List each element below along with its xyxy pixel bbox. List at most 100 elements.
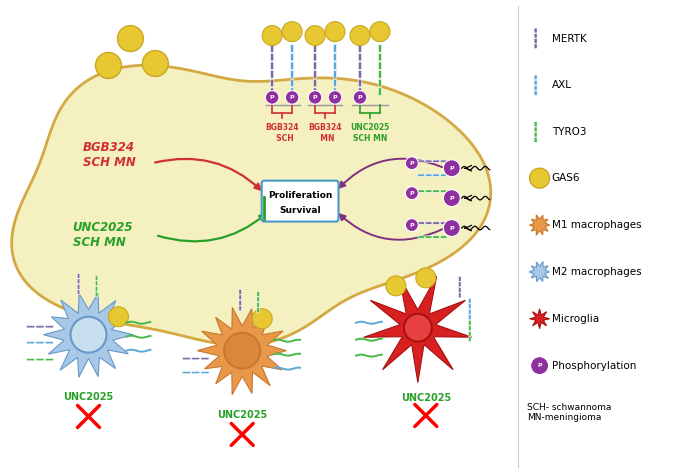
FancyBboxPatch shape <box>440 190 447 193</box>
FancyBboxPatch shape <box>45 325 53 328</box>
Circle shape <box>71 317 106 353</box>
Text: Survival: Survival <box>279 206 321 215</box>
FancyBboxPatch shape <box>27 342 35 344</box>
FancyBboxPatch shape <box>440 222 447 224</box>
FancyBboxPatch shape <box>534 80 537 85</box>
Text: Microglia: Microglia <box>551 314 599 324</box>
FancyBboxPatch shape <box>290 53 294 61</box>
Text: P: P <box>537 363 542 368</box>
FancyBboxPatch shape <box>378 62 382 70</box>
FancyBboxPatch shape <box>271 79 274 87</box>
FancyBboxPatch shape <box>290 79 294 87</box>
FancyBboxPatch shape <box>192 358 200 360</box>
FancyBboxPatch shape <box>378 44 382 52</box>
Text: P: P <box>410 191 414 196</box>
FancyBboxPatch shape <box>534 122 537 127</box>
FancyBboxPatch shape <box>440 236 447 238</box>
Text: P: P <box>333 95 337 100</box>
FancyBboxPatch shape <box>27 359 35 361</box>
Circle shape <box>95 53 121 79</box>
Text: BGB324
  SCH: BGB324 SCH <box>265 123 299 143</box>
FancyBboxPatch shape <box>425 174 432 176</box>
FancyBboxPatch shape <box>290 44 294 52</box>
FancyBboxPatch shape <box>378 88 382 96</box>
FancyBboxPatch shape <box>425 222 432 224</box>
FancyBboxPatch shape <box>469 337 471 342</box>
FancyBboxPatch shape <box>239 306 242 311</box>
Circle shape <box>531 357 549 375</box>
FancyBboxPatch shape <box>239 300 242 305</box>
FancyBboxPatch shape <box>95 281 98 286</box>
FancyBboxPatch shape <box>469 309 471 314</box>
FancyBboxPatch shape <box>314 62 316 70</box>
FancyBboxPatch shape <box>262 181 338 221</box>
FancyBboxPatch shape <box>458 276 461 281</box>
Text: AXL: AXL <box>551 80 571 90</box>
FancyBboxPatch shape <box>534 132 537 137</box>
FancyBboxPatch shape <box>314 79 316 87</box>
FancyBboxPatch shape <box>290 70 294 78</box>
FancyBboxPatch shape <box>358 88 362 96</box>
FancyBboxPatch shape <box>27 325 35 328</box>
Text: UNC2025: UNC2025 <box>64 392 114 402</box>
FancyBboxPatch shape <box>469 304 471 309</box>
FancyBboxPatch shape <box>36 325 44 328</box>
FancyBboxPatch shape <box>271 62 274 70</box>
Text: P: P <box>449 196 454 201</box>
FancyBboxPatch shape <box>45 359 53 361</box>
FancyBboxPatch shape <box>334 62 336 70</box>
Text: SCH- schwannoma
MN-meningioma: SCH- schwannoma MN-meningioma <box>527 403 611 422</box>
FancyBboxPatch shape <box>378 53 382 61</box>
Text: M1 macrophages: M1 macrophages <box>551 220 641 230</box>
FancyBboxPatch shape <box>433 160 439 162</box>
FancyBboxPatch shape <box>334 44 336 52</box>
Text: BGB324
  MN: BGB324 MN <box>308 123 342 143</box>
FancyBboxPatch shape <box>77 284 80 289</box>
FancyBboxPatch shape <box>257 297 260 302</box>
FancyBboxPatch shape <box>290 62 294 70</box>
Circle shape <box>416 268 436 288</box>
Text: P: P <box>290 95 295 100</box>
Polygon shape <box>530 215 550 236</box>
Text: BGB324
SCH MN: BGB324 SCH MN <box>82 141 135 169</box>
FancyBboxPatch shape <box>36 359 44 361</box>
FancyBboxPatch shape <box>425 160 432 162</box>
FancyBboxPatch shape <box>334 88 336 96</box>
Text: P: P <box>449 166 454 171</box>
FancyBboxPatch shape <box>334 70 336 78</box>
FancyBboxPatch shape <box>271 70 274 78</box>
Circle shape <box>328 91 342 104</box>
FancyBboxPatch shape <box>534 44 537 49</box>
FancyBboxPatch shape <box>201 358 209 360</box>
FancyBboxPatch shape <box>257 291 260 296</box>
FancyBboxPatch shape <box>95 286 98 291</box>
FancyBboxPatch shape <box>433 174 439 176</box>
FancyBboxPatch shape <box>45 342 53 344</box>
FancyBboxPatch shape <box>314 70 316 78</box>
Circle shape <box>108 307 128 327</box>
FancyBboxPatch shape <box>271 53 274 61</box>
FancyBboxPatch shape <box>433 190 439 193</box>
FancyBboxPatch shape <box>425 190 432 193</box>
Circle shape <box>404 314 432 342</box>
FancyBboxPatch shape <box>290 88 294 96</box>
Circle shape <box>252 309 272 329</box>
FancyBboxPatch shape <box>458 293 461 298</box>
FancyBboxPatch shape <box>314 88 316 96</box>
Circle shape <box>308 91 322 104</box>
FancyBboxPatch shape <box>95 292 98 297</box>
Circle shape <box>370 22 390 42</box>
FancyBboxPatch shape <box>182 358 190 360</box>
FancyBboxPatch shape <box>358 53 362 61</box>
Text: P: P <box>313 95 317 100</box>
Polygon shape <box>197 307 286 395</box>
Text: UNC2025: UNC2025 <box>401 393 451 403</box>
FancyBboxPatch shape <box>458 288 461 292</box>
FancyBboxPatch shape <box>358 79 362 87</box>
FancyBboxPatch shape <box>469 326 471 331</box>
Circle shape <box>117 26 143 52</box>
FancyBboxPatch shape <box>469 320 471 325</box>
Circle shape <box>406 219 419 231</box>
FancyBboxPatch shape <box>314 44 316 52</box>
FancyBboxPatch shape <box>418 190 425 193</box>
